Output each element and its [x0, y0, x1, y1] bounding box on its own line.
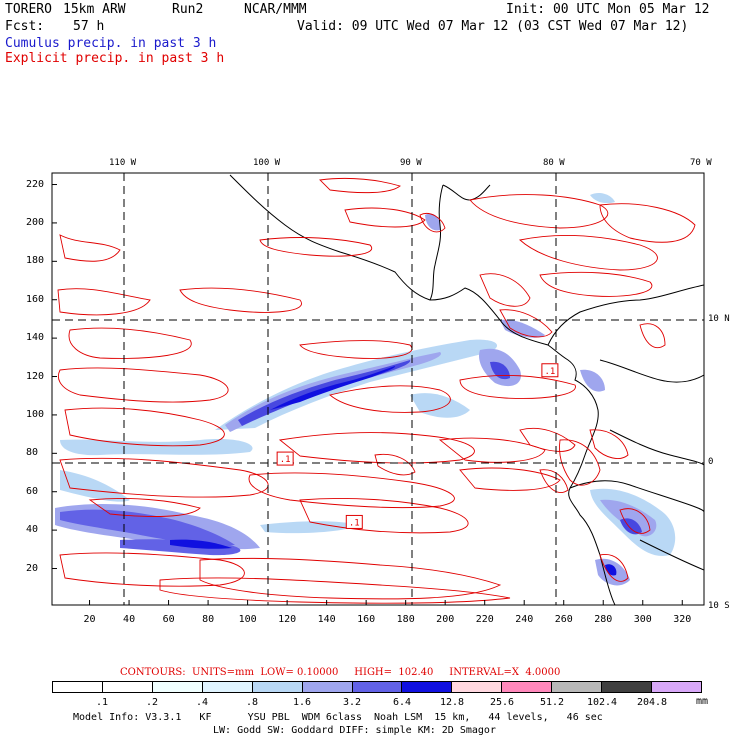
x-tick-label: 20: [83, 614, 96, 625]
explicit-precip-contours: [57, 177, 696, 604]
lon-label-70w: 70 W: [690, 158, 712, 168]
y-tick-label: 200: [26, 216, 45, 228]
colorbar-label: 6.4: [392, 697, 412, 708]
colorbar-swatch: [602, 682, 653, 692]
y-tick-label: 80: [26, 447, 39, 459]
valid-time: Valid: 09 UTC Wed 07 Mar 12 (03 CST Wed …: [297, 19, 689, 34]
colorbar-label: .8: [245, 697, 259, 708]
y-tick-label: 140: [26, 332, 45, 344]
lon-label-80w: 80 W: [543, 158, 565, 168]
x-tick-label: 60: [162, 614, 175, 625]
colorbar-label: .1: [95, 697, 109, 708]
contour-label-box: .1: [276, 451, 294, 466]
lat-lon-grid: [52, 173, 704, 605]
y-tick-label: 120: [26, 370, 45, 382]
colorbar-label: 1.6: [292, 697, 312, 708]
contour-label-box: .1: [541, 363, 559, 378]
lat-label-0: 0: [708, 457, 714, 467]
lat-label-10n: 10 N: [708, 314, 730, 324]
colorbar-label: 51.2: [539, 697, 565, 708]
colorbar-unit: mm: [696, 696, 709, 707]
init-time: Init: 00 UTC Mon 05 Mar 12: [506, 2, 710, 17]
y-tick-label: 180: [26, 255, 45, 267]
model-name: TORERO: [5, 2, 52, 17]
colorbar-swatch: [302, 682, 353, 692]
colorbar-label: 25.6: [489, 697, 515, 708]
x-tick-label: 280: [594, 614, 613, 625]
y-tick-label: 60: [26, 485, 39, 497]
y-tick-label: 20: [26, 562, 39, 574]
x-tick-label: 240: [515, 614, 534, 625]
colorbar-swatch: [502, 682, 553, 692]
y-tick-label: 40: [26, 524, 39, 536]
x-tick-label: 80: [202, 614, 215, 625]
colorbar-swatch: [102, 682, 153, 692]
x-tick-label: 40: [123, 614, 136, 625]
x-tick-label: 160: [357, 614, 376, 625]
colorbar-label: 102.4: [586, 697, 618, 708]
colorbar-label: 12.8: [439, 697, 465, 708]
x-tick-label: 120: [278, 614, 297, 625]
colorbar-swatch: [252, 682, 303, 692]
model-resolution: 15km ARW: [63, 2, 126, 17]
colorbar-swatch: [452, 682, 503, 692]
x-tick-label: 320: [673, 614, 692, 625]
x-tick-label: 180: [396, 614, 415, 625]
model-info: Model Info: V3.3.1 KF YSU PBL WDM 6class…: [73, 712, 603, 723]
lon-label-110w: 110 W: [109, 158, 137, 168]
y-tick-label: 100: [26, 408, 45, 420]
legend-explicit: Explicit precip. in past 3 h: [5, 51, 225, 66]
x-tick-label: 300: [633, 614, 652, 625]
colorbar-swatch: [352, 682, 403, 692]
x-tick-label: 260: [554, 614, 573, 625]
cumulus-precip-shading: [55, 192, 676, 586]
left-axis-ticks: [52, 184, 57, 570]
model-run: Run2: [172, 2, 204, 17]
x-tick-label: 100: [238, 614, 257, 625]
contour-label-box: .1: [345, 514, 363, 529]
colorbar-label: .4: [195, 697, 209, 708]
lon-label-90w: 90 W: [400, 158, 422, 168]
y-tick-label: 220: [26, 178, 45, 190]
lon-label-100w: 100 W: [253, 158, 281, 168]
legend-cumulus: Cumulus precip. in past 3 h: [5, 36, 217, 51]
physics-info: LW: Godd SW: Goddard DIFF: simple KM: 2D…: [213, 725, 496, 736]
colorbar-swatch: [202, 682, 253, 692]
svg-text:.1: .1: [349, 518, 360, 528]
svg-text:.1: .1: [544, 367, 555, 377]
coastlines: [229, 174, 704, 605]
colorbar-swatch: [552, 682, 603, 692]
colorbar: [52, 681, 702, 693]
colorbar-swatch: [152, 682, 203, 692]
colorbar-label: 204.8: [636, 697, 668, 708]
colorbar-swatch: [402, 682, 453, 692]
lat-label-10s: 10 S: [708, 601, 730, 611]
colorbar-label: .2: [145, 697, 159, 708]
contour-labels: .1 .1 .1: [276, 363, 559, 529]
colorbar-swatch: [53, 682, 103, 692]
x-tick-label: 200: [436, 614, 455, 625]
x-tick-label: 220: [475, 614, 494, 625]
model-center: NCAR/MMM: [244, 2, 307, 17]
x-tick-label: 140: [317, 614, 336, 625]
forecast-hours: 57 h: [73, 19, 105, 34]
bottom-axis-ticks: [89, 600, 683, 605]
y-tick-label: 160: [26, 293, 45, 305]
forecast-label: Fcst:: [5, 19, 45, 34]
colorbar-label: 3.2: [342, 697, 362, 708]
contours-info: CONTOURS: UNITS=mm LOW= 0.10000 HIGH= 10…: [120, 667, 561, 678]
map-frame: [51, 172, 705, 606]
svg-text:.1: .1: [280, 455, 291, 465]
colorbar-swatch: [652, 682, 701, 692]
